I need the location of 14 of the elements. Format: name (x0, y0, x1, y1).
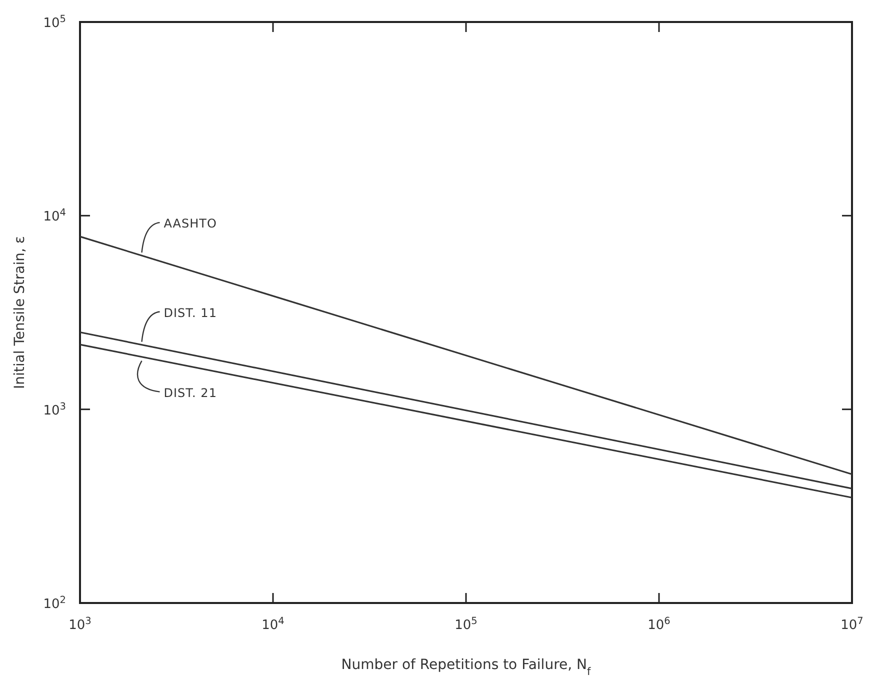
y-tick-label: 10$^{2}$ (43, 594, 66, 612)
x-tick-label: 10$^{5}$ (454, 616, 478, 633)
text: AASHTO (164, 216, 217, 231)
x-tick-label: 10$^{6}$ (648, 616, 670, 633)
x-tick-label: 10$^{3}$ (68, 616, 92, 633)
x-axis-title: Number of Repetitions to Failure, N$_{f}$ (341, 657, 592, 678)
y-tick-label: 10$^{4}$ (43, 207, 66, 225)
y-axis-title: Initial Tensile Strain, ε (12, 236, 28, 389)
text: DIST. 11 (164, 306, 217, 320)
x-tick-label: 10$^{7}$ (840, 616, 864, 633)
y-tick-label: 10$^{5}$ (43, 14, 66, 31)
y-tick-label: 10$^{3}$ (43, 400, 66, 418)
x-tick-label: 10$^{4}$ (262, 616, 284, 633)
series-label: DIST. 21 (164, 386, 217, 400)
